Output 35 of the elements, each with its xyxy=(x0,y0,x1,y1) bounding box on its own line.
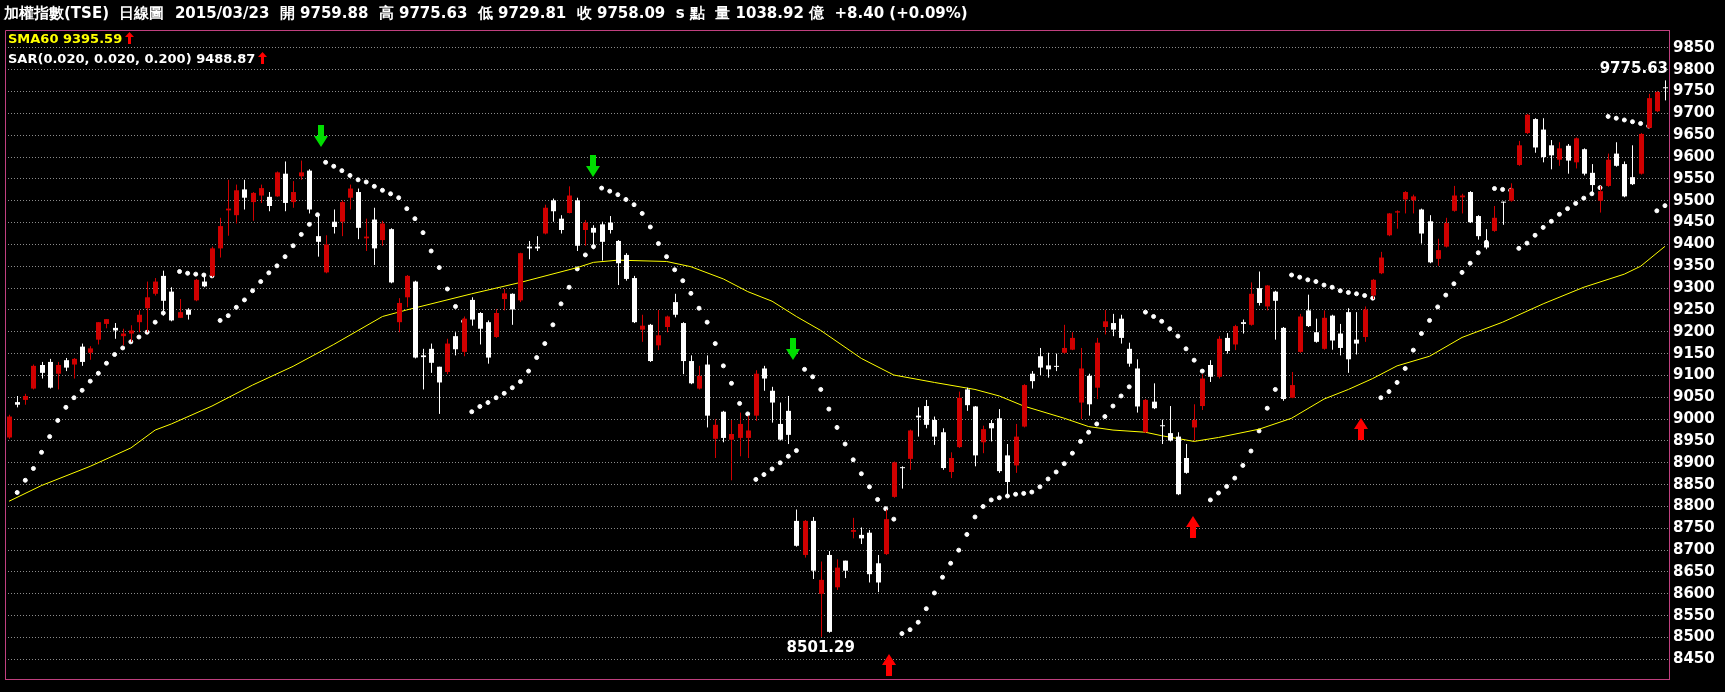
y-tick-label: 9850 xyxy=(1673,37,1715,56)
y-tick-label: 9750 xyxy=(1673,81,1715,100)
chart-title: 加權指數(TSE) 日線圖 2015/03/23 xyxy=(4,4,270,22)
y-tick-label: 9550 xyxy=(1673,168,1715,187)
y-tick-label: 9600 xyxy=(1673,146,1715,165)
y-tick-label: 9650 xyxy=(1673,125,1715,144)
y-tick-label: 9350 xyxy=(1673,256,1715,275)
text: SAR(0.020, 0.020, 0.200) 9488.87 xyxy=(8,51,256,66)
y-tick-label: 8450 xyxy=(1673,649,1715,668)
y-tick-label: 9100 xyxy=(1673,365,1715,384)
y-tick-label: 9300 xyxy=(1673,278,1715,297)
y-tick-label: 9200 xyxy=(1673,321,1715,340)
y-tick-label: 9450 xyxy=(1673,212,1715,231)
text: SMA60 9395.59 xyxy=(8,31,123,46)
annotation: 9775.63 xyxy=(1599,58,1668,77)
annotation: 8501.29 xyxy=(786,638,855,657)
y-tick-label: 8550 xyxy=(1673,605,1715,624)
y-tick-label: 8750 xyxy=(1673,518,1715,537)
y-tick-label: 8650 xyxy=(1673,561,1715,580)
y-tick-label: 9150 xyxy=(1673,343,1715,362)
y-tick-label: 9400 xyxy=(1673,234,1715,253)
y-tick-label: 9050 xyxy=(1673,387,1715,406)
y-tick-label: 9800 xyxy=(1673,59,1715,78)
y-tick-label: 8850 xyxy=(1673,474,1715,493)
y-tick-label: 8500 xyxy=(1673,627,1715,646)
chart-subtitle: 開 9759.88 高 9775.63 低 9729.81 收 9758.09 s 點 量 1038.92 億 +8.40 (+0.09%) xyxy=(278,4,968,22)
y-tick-label: 9250 xyxy=(1673,299,1715,318)
y-tick-label: 9000 xyxy=(1673,409,1715,428)
y-tick-label: 8700 xyxy=(1673,540,1715,559)
y-tick-label: 8600 xyxy=(1673,583,1715,602)
y-tick-label: 9700 xyxy=(1673,103,1715,122)
y-tick-label: 8800 xyxy=(1673,496,1715,515)
y-tick-label: 8950 xyxy=(1673,430,1715,449)
y-tick-label: 8900 xyxy=(1673,452,1715,471)
y-tick-label: 9500 xyxy=(1673,190,1715,209)
